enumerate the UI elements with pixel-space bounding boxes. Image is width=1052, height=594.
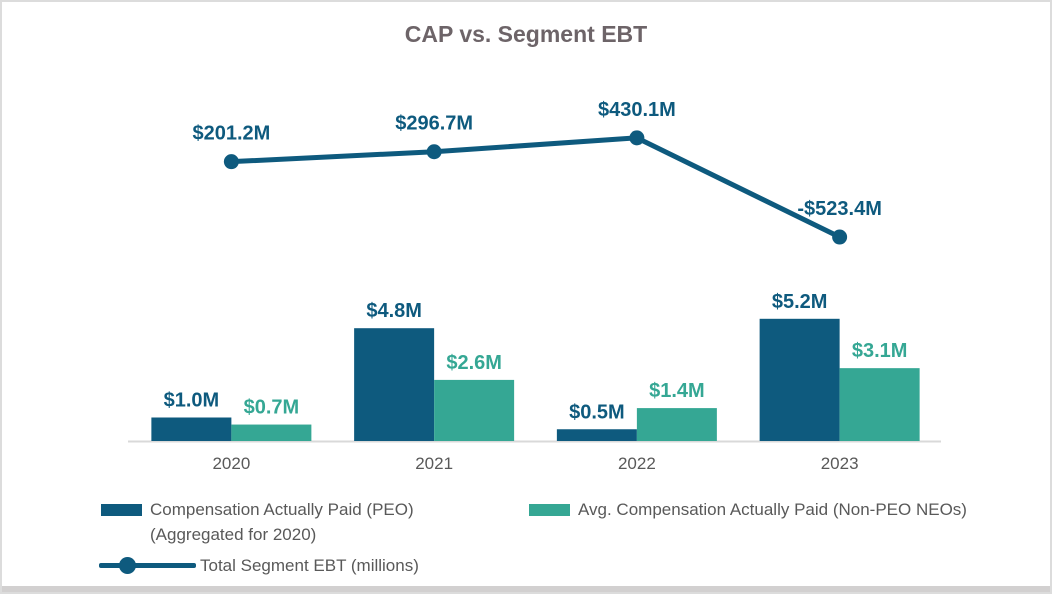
bar-peo-2020 [151, 417, 232, 441]
x-axis-label-2022: 2022 [618, 454, 656, 473]
bar-neo-2022 [636, 408, 717, 441]
legend-line-marker-icon [99, 553, 196, 578]
bar-peo-2022 [556, 429, 637, 441]
legend-item-neo: Avg. Compensation Actually Paid (Non-PEO… [529, 497, 967, 522]
bar-value-label: $1.0M [164, 390, 220, 412]
line-point-2020 [223, 154, 239, 170]
bar-value-label: $0.5M [569, 401, 625, 423]
line-value-label: $296.7M [395, 113, 473, 135]
bar-neo-2021 [434, 379, 515, 441]
legend-swatch-peo-icon [101, 504, 142, 516]
line-value-label: $201.2M [192, 123, 270, 145]
line-point-2022 [629, 130, 645, 146]
bar-neo-2023 [839, 368, 920, 441]
x-axis-label-2023: 2023 [821, 454, 859, 473]
x-axis-label-2021: 2021 [415, 454, 453, 473]
bar-value-label: $1.4M [649, 380, 705, 402]
line-value-label: $430.1M [598, 99, 676, 121]
legend-swatch-neo-icon [529, 504, 570, 516]
bar-value-label: $3.1M [852, 340, 908, 362]
legend-label-ebt: Total Segment EBT (millions) [200, 556, 419, 575]
legend-label-peo: Compensation Actually Paid (PEO) (Aggreg… [150, 500, 414, 544]
bar-value-label: $2.6M [446, 352, 502, 374]
bottom-gray-band [0, 586, 1052, 594]
legend-item-peo: Compensation Actually Paid (PEO) (Aggreg… [101, 497, 414, 547]
bar-value-label: $4.8M [366, 300, 422, 322]
bar-neo-2020 [231, 424, 312, 441]
line-point-2023 [832, 229, 848, 245]
bar-peo-2023 [759, 318, 840, 441]
chart-title: CAP vs. Segment EBT [404, 21, 648, 47]
x-axis-label-2020: 2020 [212, 454, 250, 473]
line-point-2021 [426, 144, 442, 160]
legend-item-ebt: Total Segment EBT (millions) [99, 553, 419, 578]
ebt-line [231, 135, 841, 240]
line-value-label: -$523.4M [797, 198, 882, 220]
bar-peo-2021 [354, 328, 435, 441]
legend-label-neo: Avg. Compensation Actually Paid (Non-PEO… [578, 500, 967, 519]
bar-value-label: $5.2M [772, 291, 828, 313]
bar-value-label: $0.7M [244, 397, 300, 419]
